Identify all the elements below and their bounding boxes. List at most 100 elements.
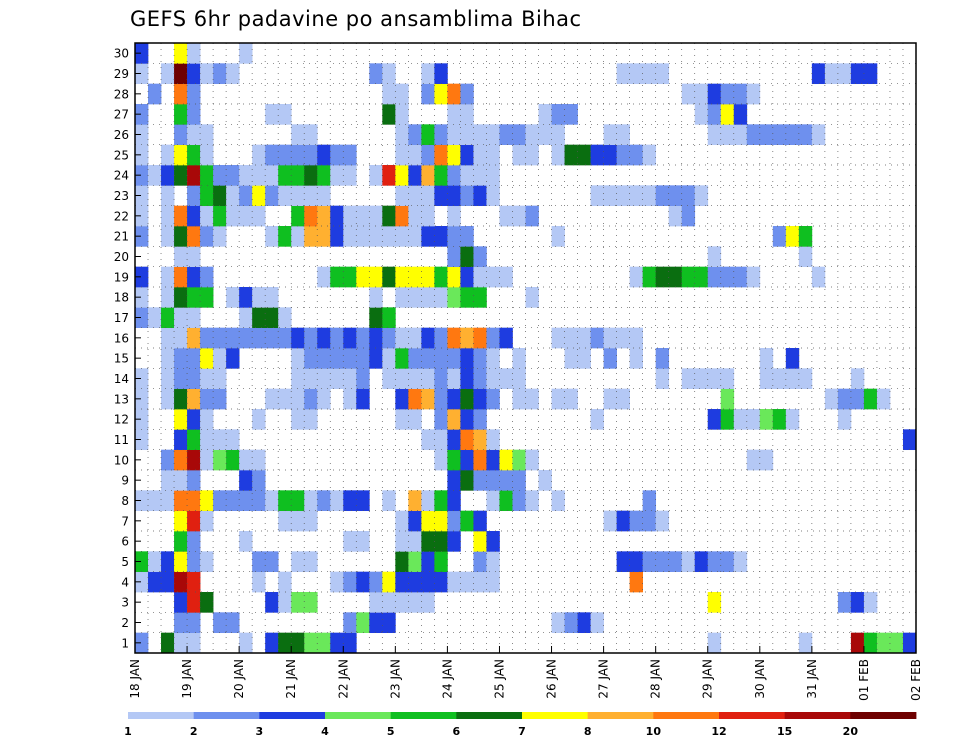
heatmap-cell: [473, 409, 487, 430]
heatmap-cell: [135, 43, 149, 64]
heatmap-cell: [525, 388, 539, 410]
heatmap-cell: [486, 571, 500, 593]
heatmap-cell: [564, 327, 578, 349]
heatmap-cell: [460, 429, 474, 451]
heatmap-cell: [824, 388, 839, 410]
heatmap-cell: [720, 124, 735, 146]
heatmap-cell: [408, 531, 422, 552]
heatmap-cell: [603, 124, 617, 146]
y-tick-label: 22: [114, 209, 129, 223]
heatmap-cell: [161, 368, 175, 390]
heatmap-cell: [876, 388, 891, 410]
heatmap-cell: [499, 124, 513, 146]
heatmap-cell: [720, 409, 735, 430]
heatmap-cell: [499, 470, 513, 491]
heatmap-cell: [707, 551, 722, 573]
legend-swatch: [128, 712, 195, 719]
heatmap-cell: [447, 165, 461, 186]
heatmap-cell: [902, 632, 917, 654]
heatmap-cell: [174, 449, 188, 471]
heatmap-cell: [642, 144, 657, 166]
heatmap-cell: [161, 165, 175, 186]
heatmap-cell: [330, 348, 344, 369]
heatmap-cell: [278, 388, 292, 410]
heatmap-cell: [486, 531, 500, 552]
heatmap-cell: [447, 83, 461, 105]
heatmap-cell: [239, 490, 253, 512]
heatmap-cell: [447, 104, 461, 125]
heatmap-cell: [278, 104, 292, 125]
heatmap-cell: [304, 409, 318, 430]
heatmap-cell: [382, 592, 396, 613]
heatmap-cell: [421, 490, 435, 512]
heatmap-cell: [174, 510, 188, 532]
heatmap-cell: [434, 429, 448, 451]
heatmap-cell: [395, 531, 409, 552]
heatmap-cell: [447, 144, 461, 166]
heatmap-cell: [759, 124, 774, 146]
heatmap-cell: [252, 470, 266, 491]
heatmap-cell: [837, 388, 852, 410]
heatmap-cell: [135, 571, 149, 593]
heatmap-cell: [512, 470, 526, 491]
heatmap-cell: [434, 144, 448, 166]
x-tick-label: 26 JAN: [545, 659, 559, 699]
heatmap-cell: [252, 409, 266, 430]
y-tick-label: 24: [114, 169, 129, 183]
heatmap-cell: [434, 409, 448, 430]
heatmap-cell: [135, 104, 149, 125]
heatmap-cell: [707, 124, 722, 146]
heatmap-cell: [486, 165, 500, 186]
heatmap-cell: [395, 266, 409, 288]
heatmap-cell: [291, 348, 305, 369]
heatmap-cell: [733, 409, 748, 430]
heatmap-cell: [382, 266, 396, 288]
heatmap-cell: [603, 185, 617, 207]
heatmap-cell: [512, 144, 526, 166]
heatmap-cell: [434, 185, 448, 207]
heatmap-cell: [135, 266, 149, 288]
color-legend: 1 2 3 4 5 6 7 8 10 12 15 20: [124, 712, 917, 738]
heatmap-cell: [486, 551, 500, 573]
heatmap-cell: [460, 165, 474, 186]
heatmap-cell: [408, 490, 422, 512]
heatmap-cell: [434, 124, 448, 146]
heatmap-cell: [148, 551, 162, 573]
heatmap-cell: [278, 226, 292, 247]
heatmap-cell: [902, 429, 917, 451]
heatmap-cell: [395, 348, 409, 369]
heatmap-cell: [434, 287, 448, 308]
y-tick-label: 14: [114, 372, 129, 386]
heatmap-cell: [538, 104, 552, 125]
x-tick-label: 18 JAN: [128, 659, 142, 699]
heatmap-cell: [447, 490, 461, 512]
heatmap-cell: [317, 490, 331, 512]
heatmap-cell: [642, 266, 657, 288]
heatmap-cell: [343, 266, 357, 288]
heatmap-cell: [603, 144, 617, 166]
heatmap-cell: [395, 287, 409, 308]
heatmap-cell: [174, 83, 188, 105]
heatmap-cell: [161, 490, 175, 512]
heatmap-cell: [681, 185, 696, 207]
heatmap-cell: [174, 388, 188, 410]
heatmap-cell: [642, 490, 657, 512]
y-tick-label: 16: [114, 331, 129, 345]
heatmap-cell: [187, 348, 201, 369]
legend-label: 5: [387, 725, 395, 738]
heatmap-cell: [408, 592, 422, 613]
heatmap-cell: [408, 388, 422, 410]
heatmap-cell: [395, 226, 409, 247]
heatmap-cell: [694, 104, 709, 125]
heatmap-cell: [447, 266, 461, 288]
heatmap-cell: [239, 531, 253, 552]
heatmap-cell: [499, 490, 513, 512]
heatmap-cell: [733, 551, 748, 573]
heatmap-cell: [551, 226, 565, 247]
heatmap-cell: [343, 144, 357, 166]
heatmap-cell: [200, 551, 214, 573]
heatmap-cell: [564, 348, 578, 369]
heatmap-cell: [486, 388, 500, 410]
heatmap-cell: [304, 144, 318, 166]
x-axis-ticks: 18 JAN 19 JAN 20 JAN 21 JAN 22 JAN 23 JAN 24 J…: [128, 646, 923, 701]
